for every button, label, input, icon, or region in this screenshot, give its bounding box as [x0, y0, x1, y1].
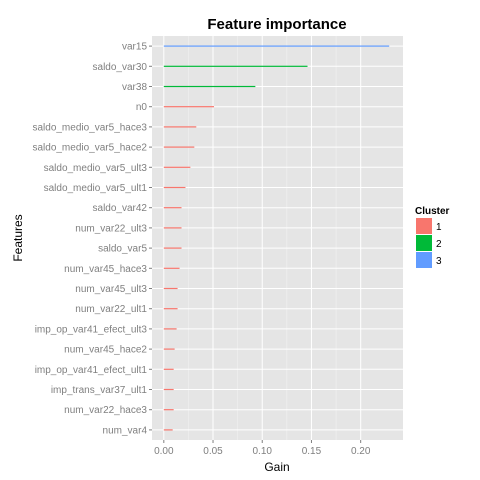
bar: [163, 388, 174, 391]
bar: [163, 85, 256, 88]
legend: Cluster 1 2 3: [415, 206, 450, 268]
y-tick-label: var15: [122, 42, 147, 53]
y-tick-label: num_var45_hace2: [64, 345, 147, 356]
bar: [163, 186, 186, 189]
bar: [163, 287, 178, 290]
y-axis-tick-labels: var15 saldo_var30 var38 n0 saldo_medio_var5_…: [32, 42, 152, 436]
y-tick-label: num_var4: [103, 425, 148, 436]
y-tick-label: var38: [122, 82, 147, 93]
bar: [163, 207, 182, 209]
legend-swatch: [416, 218, 432, 234]
bar: [163, 328, 177, 330]
y-tick-label: saldo_var42: [93, 203, 148, 214]
legend-swatch: [416, 235, 432, 251]
bar: [163, 227, 182, 229]
legend-label: 1: [436, 222, 442, 233]
y-tick-label: num_var45_hace3: [64, 264, 147, 275]
bars: [163, 45, 390, 431]
x-tick-label: 0.05: [203, 446, 223, 457]
bar: [163, 308, 178, 310]
y-tick-label: saldo_var30: [93, 62, 148, 73]
legend-label: 3: [436, 256, 442, 267]
x-axis-title: Gain: [264, 460, 289, 474]
y-tick-label: imp_trans_var37_ult1: [51, 385, 148, 396]
bar: [163, 409, 174, 411]
bar: [163, 267, 180, 269]
legend-label: 2: [436, 239, 442, 250]
x-axis-tick-labels: 0.00 0.05 0.10 0.15 0.20: [154, 440, 371, 457]
y-tick-label: saldo_medio_var5_ult3: [44, 163, 148, 174]
plot-panel: [152, 36, 403, 440]
bar: [163, 348, 175, 350]
y-tick-label: saldo_medio_var5_hace2: [32, 143, 147, 154]
y-tick-label: saldo_medio_var5_hace3: [32, 122, 147, 133]
x-tick-label: 0.15: [302, 446, 322, 457]
bar: [163, 429, 173, 431]
bar: [163, 368, 174, 370]
y-tick-label: imp_op_var41_efect_ult3: [35, 324, 148, 335]
y-tick-label: saldo_var5: [98, 244, 147, 255]
legend-items: 1 2 3: [416, 218, 442, 268]
x-tick-label: 0.20: [351, 446, 371, 457]
y-tick-label: n0: [136, 102, 148, 113]
bar: [163, 146, 195, 148]
legend-title: Cluster: [415, 206, 450, 217]
legend-swatch: [416, 252, 432, 268]
y-tick-label: saldo_medio_var5_ult1: [44, 183, 148, 194]
y-tick-label: num_var22_ult1: [75, 304, 147, 315]
bar: [163, 247, 182, 249]
chart-title: Feature importance: [207, 16, 346, 33]
y-tick-label: num_var22_ult3: [75, 223, 147, 234]
y-tick-label: imp_op_var41_efect_ult1: [35, 365, 148, 376]
bar: [163, 45, 390, 47]
y-axis-title: Features: [11, 214, 25, 261]
y-tick-label: num_var45_ult3: [75, 284, 147, 295]
bar: [163, 166, 191, 168]
x-tick-label: 0.00: [154, 446, 174, 457]
y-tick-label: num_var22_hace3: [64, 405, 147, 416]
bar: [163, 126, 197, 128]
bar: [163, 106, 215, 108]
bar: [163, 65, 308, 67]
x-tick-label: 0.10: [253, 446, 273, 457]
